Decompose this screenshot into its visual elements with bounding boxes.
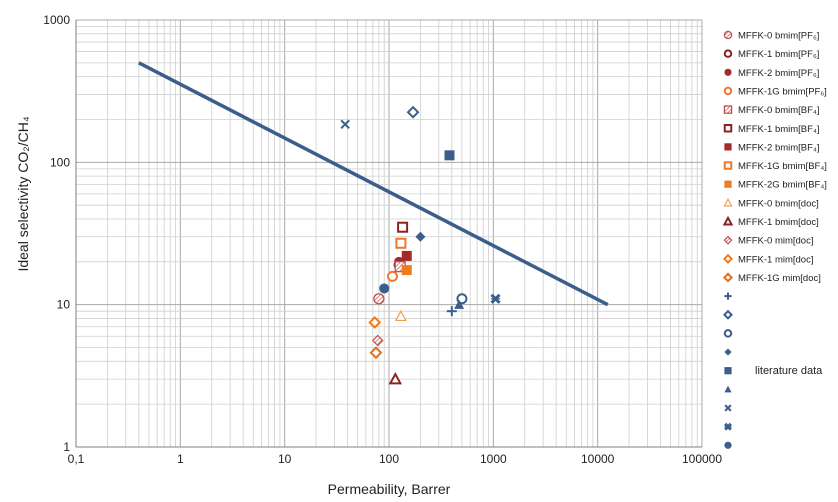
data-point — [401, 265, 412, 276]
legend-marker — [724, 404, 732, 412]
legend-marker — [723, 235, 733, 245]
data-point — [415, 231, 426, 242]
data-point — [454, 299, 465, 309]
y-tick-label: 1000 — [43, 13, 70, 27]
legend-marker — [724, 348, 732, 356]
data-point — [388, 371, 403, 385]
legend-label: MFFK-1G bmim[PF₆] — [738, 86, 827, 97]
legend-marker — [723, 86, 733, 96]
y-axis-label: Ideal selectivity CO₂/CH₄ — [15, 116, 31, 271]
x-axis-label: Permeability, Barrer — [328, 481, 451, 497]
data-point — [379, 283, 390, 294]
data-point — [397, 221, 409, 233]
data-point — [446, 306, 457, 317]
bound-line-layer — [138, 61, 609, 307]
legend-label: MFFK-2G bmim[BF₄] — [738, 180, 827, 191]
legend-label: MFFK-1 bmim[BF₄] — [738, 124, 819, 135]
legend-marker — [724, 441, 732, 449]
legend-marker — [724, 422, 732, 431]
legend-label: MFFK-1G bmim[BF₄] — [738, 161, 827, 172]
data-point — [368, 316, 382, 329]
legend-label: MFFK-1 bmim[PF₆] — [738, 49, 819, 60]
legend-marker — [723, 197, 733, 207]
legend-label: MFFK-2 bmim[BF₄] — [738, 142, 819, 153]
data-point — [394, 309, 407, 322]
x-tick-label: 100000 — [682, 452, 722, 466]
legend-marker — [722, 253, 734, 264]
markers — [340, 105, 501, 385]
legend-marker — [723, 49, 733, 58]
legend-label: MFFK-1 mim[doc] — [738, 254, 813, 265]
data-point — [395, 237, 407, 249]
y-tick-label: 1 — [63, 440, 70, 454]
x-tick-label: 1000 — [480, 452, 507, 466]
legend-marker — [723, 161, 733, 170]
legend-marker — [724, 385, 732, 393]
data-point — [340, 119, 350, 130]
legend-marker — [724, 292, 732, 300]
legend-label: literature data — [755, 365, 823, 377]
data-point — [369, 346, 383, 360]
legend-marker — [723, 124, 733, 133]
legend-marker — [722, 272, 734, 283]
x-tick-label: 10 — [278, 452, 292, 466]
data-point — [490, 293, 501, 304]
legend-marker — [724, 143, 732, 151]
legend-marker — [724, 180, 732, 188]
legend-marker — [722, 309, 734, 320]
data-point — [371, 334, 384, 347]
legend-marker — [722, 215, 734, 226]
data-point — [406, 105, 420, 119]
y-tick-label: 10 — [57, 298, 71, 312]
legend-label: MFFK-0 bmim[PF₆] — [738, 31, 819, 42]
legend-marker — [724, 367, 732, 375]
x-tick-label: 0,1 — [68, 452, 85, 466]
legend-marker — [723, 105, 733, 114]
x-tick-label: 100 — [379, 452, 399, 466]
data-point — [386, 270, 398, 282]
y-tick-label: 100 — [50, 155, 70, 169]
legend-label: MFFK-0 mim[doc] — [738, 236, 813, 247]
legend-label: MFFK-1 bmim[doc] — [738, 217, 819, 228]
x-tick-label: 1 — [177, 452, 184, 466]
data-point — [444, 150, 455, 161]
x-tick-label: 10000 — [581, 452, 615, 466]
legend: MFFK-0 bmim[PF₆] MFFK-1 bmim[PF₆] MFFK-2 b… — [722, 30, 827, 449]
grid — [75, 19, 703, 448]
data-point — [401, 250, 412, 261]
legend-marker — [723, 30, 733, 40]
legend-label: MFFK-2 bmim[PF₆] — [738, 68, 819, 79]
legend-marker — [724, 68, 732, 76]
legend-label: MFFK-0 bmim[doc] — [738, 198, 819, 209]
legend-marker — [723, 329, 733, 338]
data-point — [373, 293, 385, 305]
legend-label: MFFK-1G mim[doc] — [738, 273, 821, 284]
legend-label: MFFK-0 bmim[BF₄] — [738, 105, 819, 116]
upper-bound-line — [138, 61, 609, 307]
